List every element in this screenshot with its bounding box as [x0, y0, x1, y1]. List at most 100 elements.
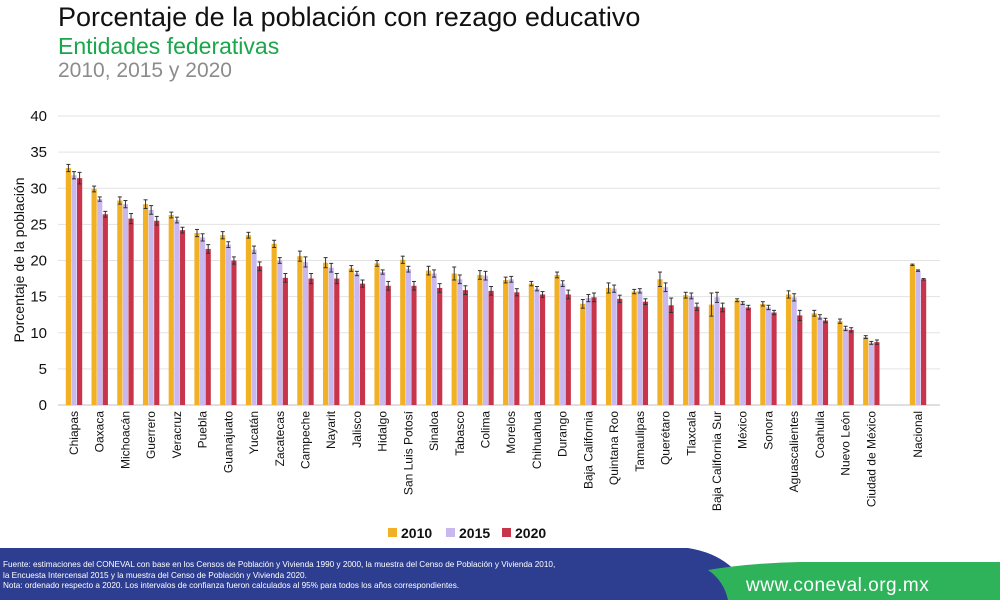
bar-2015 — [868, 342, 874, 405]
footer-url-link[interactable]: www.coneval.org.mx — [746, 575, 930, 596]
x-tick-label: Coahuila — [813, 411, 827, 459]
bar-2015 — [843, 328, 849, 405]
footer-band — [0, 548, 1000, 600]
x-tick-label: Baja California Sur — [710, 411, 724, 511]
x-tick-label: Zacatecas — [273, 411, 287, 466]
x-tick-label: Aguascalientes — [787, 411, 801, 492]
bar-2015 — [122, 204, 129, 405]
bar-2020 — [77, 178, 83, 405]
bar-2010 — [65, 168, 71, 405]
bar-2020 — [617, 298, 623, 405]
bar-2015 — [611, 288, 617, 405]
x-tick-label: San Luis Potosí — [401, 410, 415, 495]
y-tick-label: 25 — [30, 216, 47, 233]
bar-2010 — [554, 274, 560, 405]
y-tick-label: 10 — [30, 325, 47, 342]
bar-2015 — [174, 220, 180, 405]
bar-2010 — [400, 259, 406, 405]
bar-2015 — [97, 199, 103, 405]
x-tick-label: Michoacán — [118, 411, 132, 469]
bar-2010 — [323, 262, 329, 405]
legend-swatch-2010 — [388, 528, 397, 537]
bar-2020 — [231, 260, 237, 405]
x-tick-label: Sinaloa — [427, 411, 441, 451]
x-tick-label: Hidalgo — [376, 411, 390, 452]
bar-2020 — [179, 230, 186, 405]
bar-2010 — [194, 233, 200, 405]
bar-2015 — [71, 175, 77, 405]
y-tick-label: 0 — [39, 397, 47, 414]
bar-2015 — [560, 283, 566, 405]
x-tick-label: Sonora — [761, 411, 775, 450]
bar-2010 — [297, 256, 303, 405]
bar-2015 — [328, 267, 334, 405]
bar-2010 — [117, 200, 123, 405]
bar-2020 — [848, 329, 854, 405]
bar-2010 — [811, 313, 817, 405]
bar-2015 — [251, 249, 257, 405]
bar-2020 — [488, 290, 494, 405]
x-tick-label: Chiapas — [67, 411, 81, 455]
bar-2015 — [662, 287, 669, 405]
x-tick-label: Yucatán — [247, 411, 261, 454]
legend-label: 2020 — [515, 525, 546, 541]
bar-2020 — [921, 279, 927, 405]
y-tick-label: 15 — [30, 289, 47, 306]
bar-2010 — [348, 268, 354, 405]
bar-2015 — [508, 279, 514, 405]
bar-2015 — [482, 275, 489, 405]
footer-green-shape — [708, 562, 1000, 600]
x-tick-label: Guanajuato — [221, 411, 235, 473]
bar-2010 — [168, 214, 174, 405]
x-tick-label: Morelos — [504, 411, 518, 454]
bar-2020 — [334, 278, 340, 405]
bar-chart: 0 5 10 15 20 25 30 35 40 Porcentaje de la poblaci… — [11, 108, 940, 541]
x-tick-label: Guerrero — [144, 411, 158, 459]
bar-2020 — [359, 283, 366, 405]
bar-2020 — [591, 297, 597, 405]
bar-2020 — [771, 312, 777, 405]
bar-2015 — [637, 290, 643, 405]
bar-2020 — [797, 315, 803, 405]
bar-2015 — [354, 273, 360, 405]
bar-2010 — [271, 243, 277, 405]
bar-2020 — [514, 292, 520, 405]
bar-2015 — [817, 316, 823, 405]
bar-2020 — [282, 277, 288, 405]
bar-2020 — [874, 342, 880, 405]
bar-2015 — [225, 244, 231, 405]
x-tick-label: Colima — [479, 411, 493, 449]
bar-2015 — [148, 209, 154, 405]
bar-2010 — [760, 303, 766, 405]
bar-2010 — [580, 303, 586, 405]
bar-2010 — [374, 263, 380, 405]
bar-2015 — [405, 269, 411, 405]
bar-2010 — [220, 235, 226, 405]
bar-2010 — [451, 273, 457, 405]
bar-2015 — [302, 261, 309, 405]
bar-2010 — [477, 274, 483, 405]
y-tick-label: 20 — [30, 253, 47, 270]
x-tick-label: Nacional — [911, 411, 925, 458]
bar-2010 — [734, 300, 740, 405]
bar-2015 — [431, 273, 437, 405]
footer-blue-shape — [0, 548, 752, 600]
bar-2015 — [765, 307, 772, 405]
bar-2020 — [745, 307, 751, 405]
x-tick-label: México — [736, 411, 750, 449]
y-tick-label: 30 — [30, 180, 47, 197]
footer-line-3: Nota: ordenado respecto a 2020. Los inte… — [3, 581, 460, 591]
chart-subtitle: Entidades federativas — [58, 33, 280, 59]
bar-2015 — [791, 297, 797, 405]
x-tick-label: Tamaulipas — [633, 411, 647, 472]
bar-2020 — [720, 307, 726, 405]
bar-2010 — [605, 287, 612, 405]
bar-2010 — [909, 264, 915, 405]
footer-line-2: la Encuesta Intercensal 2015 y la muestr… — [3, 570, 307, 580]
legend-label: 2010 — [401, 525, 432, 541]
x-tick-label: Tlaxcala — [684, 411, 698, 456]
bar-2010 — [425, 270, 432, 405]
bar-2010 — [631, 291, 637, 405]
chart-years: 2010, 2015 y 2020 — [58, 59, 232, 82]
bar-2020 — [411, 285, 417, 405]
